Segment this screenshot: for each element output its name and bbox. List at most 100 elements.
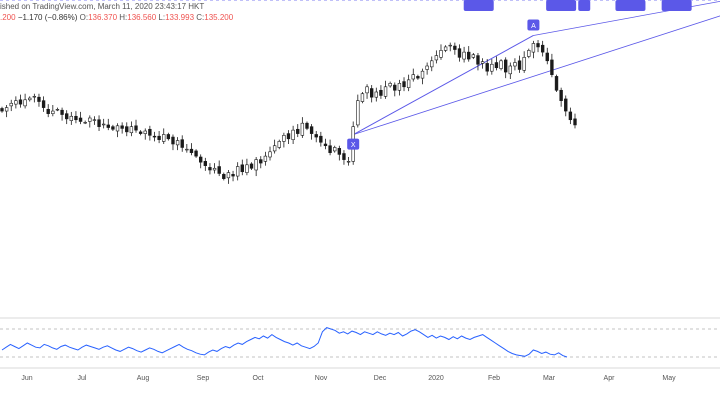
candle-body <box>235 166 240 177</box>
candle-body <box>564 98 568 112</box>
candle-body <box>240 164 244 173</box>
point-label-x: X <box>351 142 356 149</box>
ratio-line-xd <box>353 15 720 136</box>
candle-body <box>559 89 563 101</box>
candle-body <box>443 46 448 51</box>
candle-body <box>342 153 346 160</box>
x-tick-label: Jul <box>78 375 87 382</box>
candle-body <box>328 145 332 153</box>
candle-body <box>9 102 13 107</box>
candle-body <box>365 86 369 94</box>
candle-body <box>245 164 249 173</box>
candle-body <box>208 167 212 171</box>
point-label-box <box>347 138 360 150</box>
c-label: C: <box>196 13 205 22</box>
x-tick-label: 2020 <box>428 375 444 382</box>
x-tick-label: Mar <box>543 375 556 382</box>
ratio-label-box <box>546 0 577 11</box>
ratio-label: 0.801 <box>552 0 570 2</box>
candle-body <box>411 74 415 80</box>
candle-body <box>499 60 503 69</box>
change-value: −1.170 (−0.86%) <box>17 13 78 22</box>
candle-body <box>263 155 268 162</box>
candle-body <box>457 48 462 58</box>
candle-body <box>430 60 434 68</box>
candle-body <box>88 117 92 122</box>
candle-body <box>185 148 189 151</box>
x-tick-label: Aug <box>137 375 150 382</box>
candle-body <box>305 122 309 129</box>
candle-body <box>55 109 60 111</box>
candle-body <box>272 145 277 152</box>
o-value: 136.370 <box>88 13 118 22</box>
candle-body <box>180 139 184 148</box>
candle-body <box>374 91 378 98</box>
candle-body <box>503 59 508 73</box>
candle-body <box>573 118 577 126</box>
candle-body <box>65 113 69 120</box>
candle-body <box>111 126 115 130</box>
candle-body <box>78 117 83 122</box>
candle-body <box>346 161 351 163</box>
rsi-pane <box>0 327 720 358</box>
candle-body <box>397 83 402 91</box>
pattern-labels: XABCD0.5820.4222.5440.801 <box>347 0 692 150</box>
ohlc-readout: .200 −1.170 (−0.86%) O:136.370 H:136.560… <box>0 13 233 22</box>
candle-body <box>439 50 443 58</box>
ratio-label-box <box>463 0 494 11</box>
ratio-label: 0.422 <box>470 0 488 2</box>
candle-body <box>291 129 295 140</box>
candle-body <box>0 108 4 112</box>
candle-body <box>406 79 411 88</box>
candle-body <box>453 45 457 50</box>
candle-body <box>171 136 175 145</box>
candle-body <box>125 126 129 133</box>
x-tick-label: Sep <box>197 375 210 382</box>
candle-body <box>467 51 471 60</box>
ratio-label-box <box>661 0 692 11</box>
candle-body <box>517 60 522 70</box>
candle-body <box>194 150 198 157</box>
point-label-b: B <box>582 0 587 2</box>
candle-body <box>319 135 323 143</box>
candle-body <box>476 55 480 65</box>
candle-body <box>286 133 291 140</box>
l-value: 133.993 <box>165 13 195 22</box>
candle-body <box>277 141 281 148</box>
candle-body <box>369 88 374 98</box>
candle-body <box>14 100 18 105</box>
candle-body <box>162 134 166 142</box>
point-label-a: A <box>531 23 536 30</box>
ratio-line-ac <box>533 0 720 36</box>
candle-body <box>402 81 406 88</box>
candle-body <box>217 166 221 174</box>
x-tick-label: Nov <box>315 375 328 382</box>
o-label: O: <box>79 13 89 22</box>
candle-body <box>212 167 217 171</box>
candle-body <box>379 89 383 96</box>
candle-body <box>23 99 27 107</box>
ratio-label: 0.582 <box>622 0 640 2</box>
h-value: 136.560 <box>127 13 157 22</box>
candle-body <box>480 61 485 64</box>
open-value-fragment: .200 <box>0 13 16 22</box>
candle-body <box>148 128 152 136</box>
candle-body <box>356 100 360 126</box>
candle-body <box>296 128 300 134</box>
candle-body <box>189 148 194 153</box>
rsi-line <box>1 327 568 358</box>
candle-body <box>129 126 134 134</box>
candle-body <box>282 135 286 142</box>
candle-body <box>360 93 365 102</box>
ratio-label-box <box>615 0 646 11</box>
candle-body <box>28 97 32 101</box>
x-tick-label: May <box>662 375 676 382</box>
candle-body <box>434 55 439 61</box>
candle-body <box>536 43 540 48</box>
harmonic-pattern <box>0 0 720 136</box>
candle-body <box>268 151 272 158</box>
candle-body <box>74 115 78 121</box>
candle-body <box>531 43 536 53</box>
published-caption: ished on TradingView.com, March 11, 2020… <box>0 2 205 11</box>
